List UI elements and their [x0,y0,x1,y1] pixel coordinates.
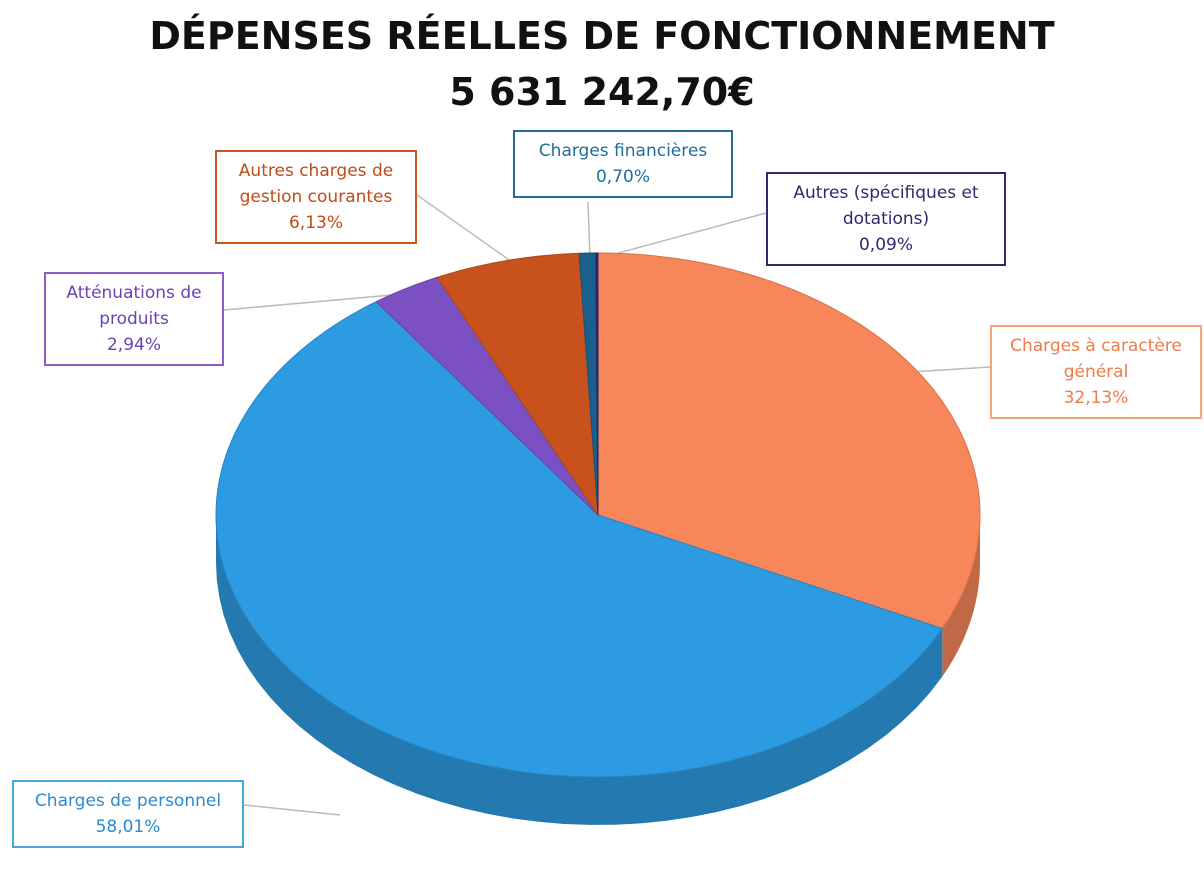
slice [375,276,599,516]
slice [597,252,981,630]
leader-line [243,804,341,816]
slice [215,301,944,778]
slice [436,252,599,517]
leader-line [599,212,767,259]
slice-label: Charges de personnel 58,01% [12,780,244,848]
slice-label: Autres (spécifiques et dotations) 0,09% [766,172,1006,266]
slice-label: Atténuations de produits 2,94% [44,272,224,366]
slice-label: Charges financières 0,70% [513,130,733,198]
slice-label: Charges à caractère général 32,13% [990,325,1202,419]
slice [595,252,599,516]
chart-subtitle: 5 631 242,70€ [449,70,755,114]
slice-label: Autres charges de gestion courantes 6,13% [215,150,417,244]
leader-line [416,194,516,265]
slice-side [942,515,980,677]
slice-side [216,515,943,825]
leader-line [909,366,991,373]
chart-title: DÉPENSES RÉELLES DE FONCTIONNEMENT [149,14,1055,58]
leader-line [587,201,591,259]
